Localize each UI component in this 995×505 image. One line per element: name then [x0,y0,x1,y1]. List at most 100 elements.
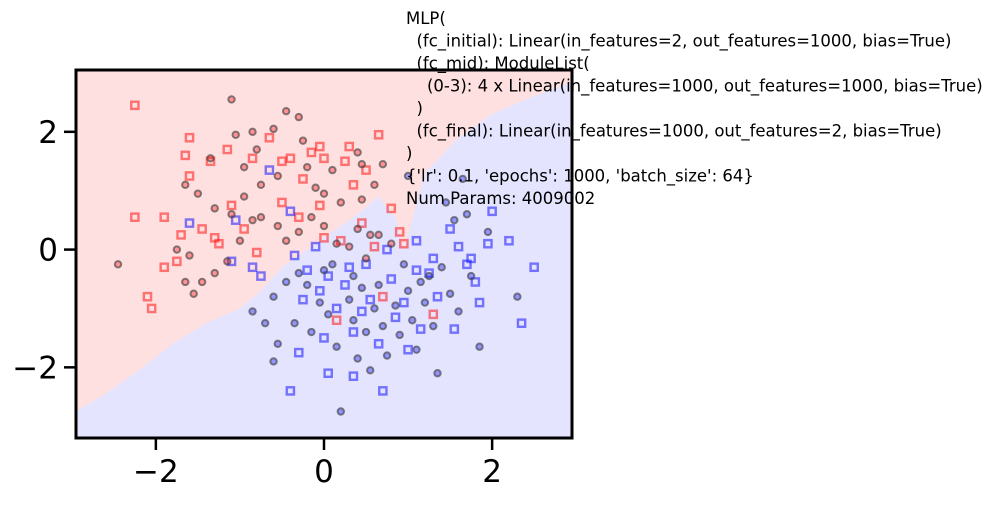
annotation-line-0: MLP( [406,9,446,28]
point-square-class1-13 [331,303,342,314]
point-square-class1-18 [365,294,376,305]
point-square-class1-25 [415,324,426,334]
point-square-class1-38 [323,368,334,379]
point-circle-class1-35 [475,342,484,351]
point-circle-class0-26 [248,215,257,225]
point-circle-class1-7 [307,327,316,337]
point-square-class1-2 [230,215,241,225]
point-circle-class1-1 [260,318,270,328]
point-circle-class1-30 [445,289,455,298]
point-square-class0-23 [373,129,384,140]
point-circle-class1-19 [370,304,379,313]
annotation-line-5: (fc_final): Linear(in_features=1000, out… [406,122,942,142]
point-circle-class1-10 [328,260,337,269]
point-circle-class1-41 [441,198,451,207]
point-square-class1-4 [256,271,266,281]
point-circle-class1-24 [403,286,413,295]
point-square-class1-10 [314,286,325,296]
point-circle-class0-49 [357,160,367,169]
point-circle-class0-36 [294,227,303,237]
point-circle-class0-47 [181,277,190,287]
point-circle-class0-37 [307,213,316,222]
point-square-class0-30 [176,230,186,240]
point-circle-class1-49 [269,292,278,301]
x-axis: −2 0 2 [133,438,502,490]
point-circle-class1-31 [450,215,459,225]
point-circle-class0-25 [239,192,249,201]
point-square-class0-6 [222,144,233,155]
point-square-class1-1 [226,256,237,267]
point-circle-class0-2 [231,130,240,139]
point-circle-class0-34 [273,221,282,231]
point-square-class1-7 [289,250,300,261]
point-square-class1-42 [449,324,460,334]
point-circle-class1-44 [349,271,358,281]
point-square-class1-3 [247,262,258,273]
point-square-class1-37 [293,347,304,358]
point-square-class1-29 [453,241,464,252]
point-circle-class1-21 [382,351,392,360]
point-square-class0-41 [378,291,388,302]
point-square-class0-35 [214,238,224,249]
point-square-class0-33 [146,303,157,314]
point-circle-class0-20 [378,160,388,169]
point-circle-class1-36 [483,227,493,237]
point-square-class0-3 [184,171,195,181]
point-square-class1-19 [373,338,384,349]
point-circle-class1-39 [458,174,467,184]
point-circle-class1-23 [395,330,404,340]
point-square-class0-16 [314,141,325,152]
point-square-class0-38 [293,212,304,223]
point-circle-class1-4 [281,277,291,287]
point-square-class0-29 [159,212,170,223]
point-circle-class1-12 [336,407,346,416]
point-circle-class0-13 [319,189,329,198]
point-circle-class0-28 [189,289,198,298]
point-circle-class1-11 [332,342,341,351]
point-square-class1-9 [302,265,312,275]
y-tick-label-2: 2 [38,115,58,151]
point-square-class1-45 [310,241,321,252]
point-circle-class1-46 [319,265,329,275]
point-square-class1-6 [285,206,296,217]
point-circle-class0-6 [269,124,278,134]
point-circle-class1-6 [294,268,303,278]
point-circle-class1-16 [357,283,367,293]
point-circle-class0-46 [172,245,182,254]
point-circle-class0-33 [256,213,266,222]
point-circle-class0-23 [210,204,219,213]
point-square-class1-0 [184,218,195,228]
point-circle-class1-28 [429,321,438,331]
point-circle-class0-10 [298,136,308,145]
point-square-class0-37 [251,247,262,258]
point-circle-class1-45 [302,280,312,290]
point-square-class0-10 [264,132,275,143]
point-square-class1-49 [474,297,485,308]
point-square-class1-36 [529,262,539,273]
plot-area [76,70,572,438]
point-circle-class0-5 [256,180,266,190]
point-square-class1-5 [264,165,275,175]
point-circle-class0-31 [223,257,232,266]
point-circle-class0-48 [248,127,257,137]
point-square-class0-19 [319,233,329,243]
point-circle-class1-34 [466,271,476,281]
y-tick-label-0: −2 [12,350,58,386]
point-square-class1-44 [382,244,392,255]
point-square-class0-7 [197,224,207,234]
point-square-class1-31 [470,277,481,287]
point-square-class0-13 [285,153,296,164]
point-circle-class1-25 [408,316,417,325]
point-square-class0-26 [399,238,409,249]
point-square-class0-17 [319,153,329,164]
point-square-class1-22 [390,312,401,323]
point-circle-class0-12 [311,183,320,192]
point-square-class0-40 [331,315,342,326]
point-square-class0-21 [348,180,359,190]
point-square-class1-46 [344,262,355,273]
point-circle-class1-38 [433,369,442,378]
point-square-class0-27 [369,241,380,252]
point-square-class1-32 [483,238,493,249]
